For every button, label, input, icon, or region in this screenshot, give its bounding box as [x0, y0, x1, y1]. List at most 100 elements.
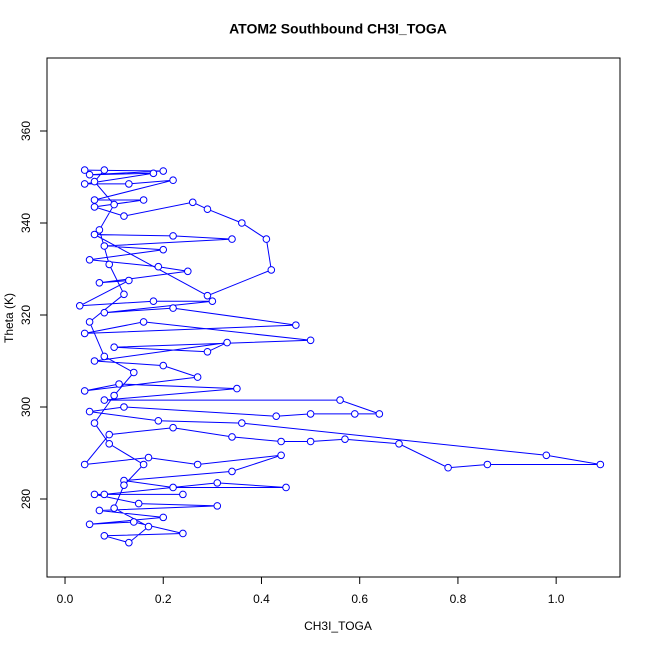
data-point [213, 502, 222, 510]
data-point [85, 520, 94, 529]
data-point [90, 230, 99, 239]
data-point [277, 437, 285, 446]
data-point [90, 177, 99, 186]
data-point [179, 490, 187, 499]
data-point [203, 291, 212, 300]
data-point [85, 318, 94, 326]
data-point [100, 490, 109, 499]
y-tick-label: 320 [19, 305, 33, 325]
data-point [277, 451, 285, 460]
data-point [144, 522, 153, 531]
data-point [228, 433, 236, 441]
data-point [444, 463, 452, 472]
data-point [149, 297, 158, 305]
data-point [159, 361, 168, 370]
data-point [134, 499, 143, 508]
data-point [188, 198, 197, 207]
data-point [85, 170, 94, 179]
data-point [139, 318, 148, 326]
data-point [169, 304, 177, 312]
y-tick-label: 360 [19, 121, 33, 141]
data-point [375, 410, 384, 418]
data-point [395, 439, 403, 448]
data-point [105, 260, 114, 269]
data-point [159, 167, 168, 175]
data-point [179, 529, 187, 538]
data-point [80, 460, 89, 469]
data-point [90, 419, 99, 427]
data-point [80, 166, 89, 174]
data-point [95, 226, 104, 234]
data-point [85, 255, 94, 264]
data-point [80, 387, 89, 395]
data-point [90, 196, 99, 204]
x-tick-label: 0.4 [253, 592, 270, 606]
x-tick-label: 0.6 [351, 592, 368, 606]
data-point [306, 437, 315, 446]
data-point [336, 396, 344, 404]
x-tick-label: 1.0 [548, 592, 565, 606]
data-point [213, 479, 222, 487]
data-point [223, 338, 231, 347]
data-point [139, 196, 148, 204]
chart-title: ATOM2 Southbound CH3I_TOGA [229, 21, 447, 37]
data-point [184, 267, 192, 276]
data-point [85, 407, 94, 416]
data-point [95, 278, 104, 287]
data-point [144, 453, 153, 462]
data-point [105, 430, 114, 439]
data-point [110, 504, 118, 512]
data-point [90, 357, 99, 365]
data-point [110, 391, 118, 400]
data-point [110, 200, 118, 209]
data-point [80, 180, 89, 188]
x-tick-label: 0.2 [155, 592, 172, 606]
x-axis-label: CH3I_TOGA [304, 619, 372, 633]
data-point [129, 518, 138, 526]
y-tick-label: 340 [19, 213, 33, 233]
data-point [208, 297, 217, 305]
data-point [115, 380, 123, 388]
data-point [100, 166, 109, 174]
data-point [154, 416, 163, 425]
x-tick-label: 0.0 [57, 592, 74, 606]
data-point [169, 423, 177, 432]
data-point [238, 419, 246, 427]
y-tick-label: 280 [19, 489, 33, 509]
data-point [105, 439, 114, 448]
data-point [306, 410, 315, 418]
data-point [80, 329, 89, 338]
data-point [306, 336, 315, 345]
data-point [350, 410, 359, 418]
data-point [120, 212, 128, 220]
data-point [203, 205, 212, 213]
data-point [272, 412, 281, 420]
data-point [100, 396, 109, 404]
y-tick-label: 300 [19, 397, 33, 417]
data-point [282, 483, 290, 492]
y-axis-label: Theta (K) [2, 293, 16, 343]
data-point [228, 235, 236, 243]
data-point [100, 352, 109, 361]
data-point [159, 513, 168, 522]
data-point [233, 384, 241, 393]
data-point [262, 235, 271, 243]
data-point [120, 290, 128, 299]
data-point [193, 460, 202, 469]
data-point [154, 262, 163, 271]
data-point [100, 308, 109, 317]
data-point [169, 483, 177, 492]
data-point [228, 467, 236, 476]
data-point [120, 403, 128, 411]
plot-frame [46, 57, 621, 578]
data-point [542, 451, 551, 460]
data-point [149, 169, 158, 178]
data-point [159, 245, 168, 254]
x-tick-label: 0.8 [450, 592, 467, 606]
data-point [341, 435, 349, 443]
data-point [90, 490, 99, 499]
data-point [139, 460, 148, 469]
data-point [129, 368, 138, 377]
